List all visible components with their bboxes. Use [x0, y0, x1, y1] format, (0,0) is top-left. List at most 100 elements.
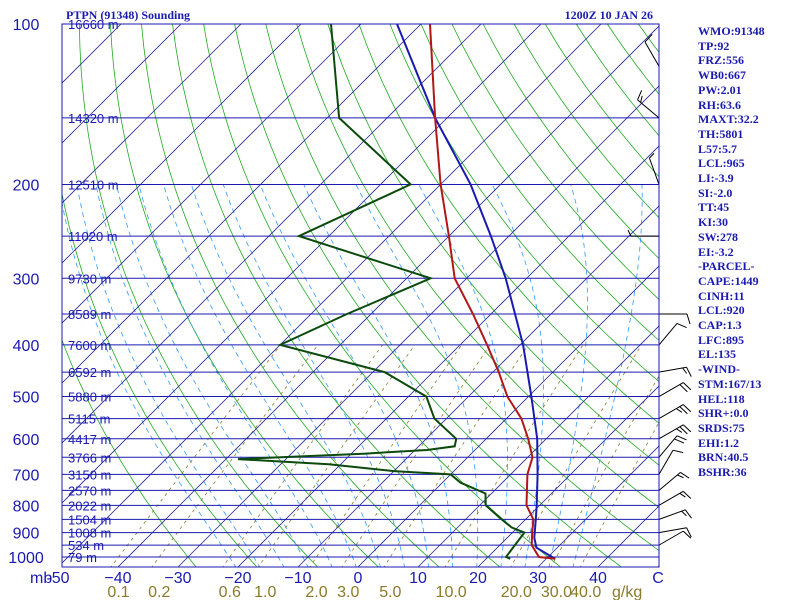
mixing-ratio-line	[510, 344, 642, 567]
pressure-tick-label: 300	[13, 271, 40, 288]
isotherm	[62, 24, 182, 144]
wind-barb	[658, 404, 692, 420]
wind-barb	[627, 229, 659, 237]
mixing-ratio-tick-label: 2.0	[305, 584, 327, 600]
index-entry: LFC:895	[698, 332, 744, 347]
dry-adiabat	[773, 0, 800, 568]
height-label: 534 m	[68, 538, 104, 553]
index-entry: EI:-3.2	[698, 244, 734, 259]
mixing-ratio-line	[222, 344, 383, 567]
height-label: 6592 m	[68, 365, 111, 380]
index-entry: WMO:91348	[698, 24, 765, 38]
moist-adiabat	[572, 184, 643, 567]
index-entry: TP:92	[698, 38, 730, 53]
wind-barb-staff	[658, 527, 687, 534]
wind-barb-flag	[679, 384, 688, 393]
dry-adiabat	[234, 24, 623, 567]
mixing-ratio-grid	[110, 344, 659, 567]
index-entry: KI:30	[698, 215, 728, 230]
index-entry: STM:167/13	[698, 376, 762, 391]
moist-adiabat	[95, 184, 285, 567]
temperature-trace	[429, 24, 556, 560]
index-entry: WB0:667	[698, 68, 746, 83]
wind-barb	[658, 435, 687, 458]
wind-barb-flag	[649, 152, 655, 159]
wind-barb	[658, 527, 692, 538]
wind-barb-flag	[677, 474, 684, 479]
isotherm	[62, 24, 302, 264]
isotherm	[477, 385, 659, 567]
mixing-ratio-unit-label: g/kg	[612, 584, 642, 600]
index-entry: EHI:1.2	[698, 435, 740, 450]
wind-barb-staff	[658, 404, 684, 420]
height-label: 5880 m	[68, 390, 111, 405]
mixing-ratio-line	[257, 344, 416, 567]
pressure-tick-label: 900	[13, 526, 40, 543]
temperature-tick-label: 40	[589, 570, 607, 587]
wind-barb-staff	[658, 490, 684, 506]
isotherm	[62, 24, 422, 384]
plot-frame	[61, 23, 660, 568]
mixing-ratio-line	[383, 344, 529, 567]
wind-barb-flag	[681, 510, 687, 517]
index-entry: HEL:118	[698, 391, 745, 406]
isotherm	[62, 24, 362, 324]
wind-barb	[637, 90, 660, 119]
moist-adiabat	[418, 184, 508, 567]
wind-barb	[658, 382, 692, 397]
dewpoint-trace	[237, 24, 526, 560]
wind-barb-flag	[682, 424, 692, 433]
sounding-indices: WMO:91348 TP:92 FRZ:556 WB0:667 PW:2.01 RH:63…	[698, 24, 765, 480]
mixing-ratio-line	[550, 375, 659, 567]
wind-barb	[659, 313, 691, 325]
wind-barb-flag	[676, 435, 687, 441]
wind-barb-flag	[686, 367, 692, 377]
isotherm	[62, 24, 242, 204]
wind-barb-flag	[682, 367, 688, 374]
isotherm	[237, 145, 659, 567]
wind-barb-flag	[674, 438, 685, 444]
wind-barb	[658, 530, 692, 546]
isotherm	[117, 25, 659, 567]
wind-barb-flag	[682, 490, 692, 499]
dry-adiabat	[606, 24, 659, 95]
height-label: 7600 m	[68, 338, 111, 353]
index-entry: MAXT:32.2	[698, 112, 759, 127]
mixing-ratio-line	[444, 344, 584, 567]
wind-barb-flag	[637, 90, 643, 101]
height-label: 5115 m	[68, 412, 110, 427]
wind-barb-flag	[682, 404, 692, 413]
mixing-ratio-line	[309, 344, 462, 567]
wind-barb-staff	[658, 530, 684, 546]
mixing-ratio-tick-label: 1.0	[254, 584, 276, 600]
mixing-ratio-tick-label: 0.1	[107, 584, 129, 600]
pressure-tick-label: 1000	[8, 550, 44, 567]
isotherm-grid	[62, 24, 659, 567]
adiabat-grid	[62, 0, 800, 568]
pressure-unit-label: mb	[30, 570, 52, 587]
pressure-tick-label: 100	[13, 17, 40, 34]
index-entry: RH:63.6	[698, 97, 741, 112]
pressure-tick-label: 400	[13, 338, 40, 355]
index-entry: LCL:920	[698, 303, 745, 318]
pressure-tick-label: 700	[13, 467, 40, 484]
wind-barb-staff	[658, 366, 687, 373]
temperature-unit-label: C	[652, 570, 664, 587]
index-entry: EL:135	[698, 347, 737, 362]
isotherm	[297, 205, 659, 567]
moist-adiabat	[491, 184, 544, 567]
temperature-tick-label: -50	[46, 570, 69, 587]
index-entry: TH:5801	[698, 126, 744, 141]
index-entry: PW:2.01	[698, 82, 742, 97]
wind-barb-flag	[676, 408, 683, 413]
index-entry: LCL:965	[698, 156, 745, 171]
isotherm	[537, 445, 659, 567]
moist-adiabat	[190, 184, 381, 567]
mixing-ratio-tick-label: 5.0	[379, 584, 401, 600]
index-entry: CINH:11	[698, 288, 745, 303]
wind-barb-flag	[676, 322, 687, 329]
mixing-ratio-tick-label: 30.0	[541, 584, 572, 600]
height-label: 1008 m	[68, 526, 111, 541]
